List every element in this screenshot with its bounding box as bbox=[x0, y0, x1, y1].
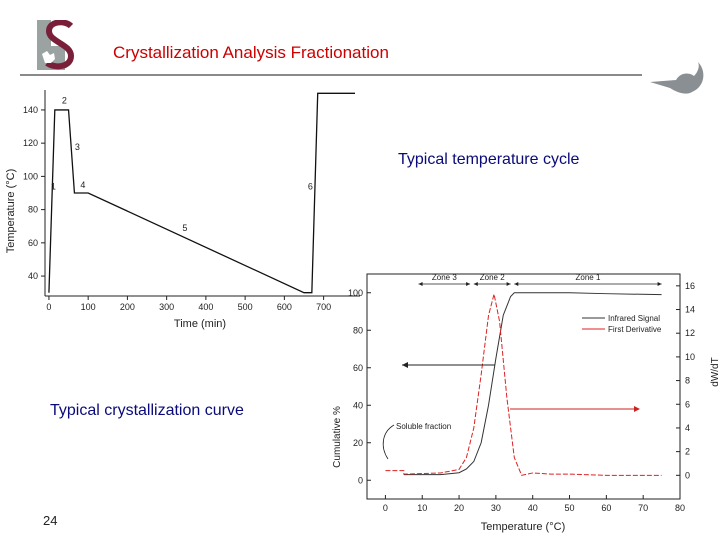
svg-text:4: 4 bbox=[80, 180, 85, 190]
left-y-axis-label: Cumulative % bbox=[332, 406, 343, 468]
svg-text:700: 700 bbox=[316, 302, 331, 312]
svg-text:70: 70 bbox=[638, 503, 648, 513]
svg-text:100: 100 bbox=[23, 171, 38, 181]
soluble-fraction-label: Soluble fraction bbox=[396, 422, 451, 431]
svg-text:40: 40 bbox=[528, 503, 538, 513]
svg-text:10: 10 bbox=[685, 352, 695, 362]
x-axis-ticks: 0 10 20 30 40 50 60 70 80 bbox=[383, 495, 685, 513]
stellenbosch-s-logo-icon bbox=[37, 19, 75, 70]
legend-infrared: Infrared Signal bbox=[608, 314, 660, 323]
crystallization-curve-chart: 0 20 40 60 80 100 0 2 4 6 8 10 12 14 16 0 10 20 30 40 50 60… bbox=[332, 273, 720, 533]
svg-text:14: 14 bbox=[685, 305, 695, 315]
y-axis-ticks: 40 60 80 100 120 140 bbox=[23, 105, 45, 281]
left-y-axis-ticks: 0 20 40 60 80 100 bbox=[348, 288, 371, 485]
y-axis-label: Temperature (°C) bbox=[5, 169, 17, 253]
zone-markers: Zone 3 Zone 2 Zone 1 bbox=[418, 273, 662, 286]
page-number: 24 bbox=[43, 513, 58, 528]
svg-text:16: 16 bbox=[685, 281, 695, 291]
svg-text:300: 300 bbox=[159, 302, 174, 312]
svg-text:60: 60 bbox=[353, 363, 363, 373]
svg-text:8: 8 bbox=[685, 376, 690, 386]
svg-text:5: 5 bbox=[182, 223, 187, 233]
title-divider bbox=[20, 74, 642, 76]
university-logo bbox=[37, 19, 79, 70]
soluble-fraction-arrow bbox=[382, 424, 395, 460]
svg-text:100: 100 bbox=[81, 302, 96, 312]
svg-text:2: 2 bbox=[62, 95, 67, 105]
svg-text:0: 0 bbox=[383, 503, 388, 513]
svg-text:80: 80 bbox=[353, 325, 363, 335]
svg-text:80: 80 bbox=[675, 503, 685, 513]
svg-text:20: 20 bbox=[454, 503, 464, 513]
svg-text:20: 20 bbox=[353, 438, 363, 448]
svg-text:0: 0 bbox=[46, 302, 51, 312]
svg-text:80: 80 bbox=[28, 205, 38, 215]
svg-text:40: 40 bbox=[353, 400, 363, 410]
svg-text:120: 120 bbox=[23, 138, 38, 148]
svg-text:1: 1 bbox=[51, 182, 56, 192]
first-derivative-line bbox=[385, 294, 662, 476]
svg-text:60: 60 bbox=[28, 238, 38, 248]
svg-text:200: 200 bbox=[120, 302, 135, 312]
svg-text:3: 3 bbox=[75, 142, 80, 152]
right-y-axis-label: dW/dT bbox=[710, 357, 720, 386]
svg-text:Zone 2: Zone 2 bbox=[480, 273, 505, 282]
slide-title: Crystallization Analysis Fractionation bbox=[113, 43, 389, 62]
svg-text:500: 500 bbox=[238, 302, 253, 312]
x-axis-label: Temperature (°C) bbox=[481, 521, 565, 533]
svg-text:6: 6 bbox=[685, 399, 690, 409]
svg-text:Zone 1: Zone 1 bbox=[575, 273, 600, 282]
svg-text:30: 30 bbox=[491, 503, 501, 513]
svg-text:0: 0 bbox=[685, 470, 690, 480]
svg-text:600: 600 bbox=[277, 302, 292, 312]
plot-frame bbox=[366, 273, 681, 500]
svg-text:Zone 3: Zone 3 bbox=[432, 273, 457, 282]
segment-labels: 1 2 3 4 5 6 bbox=[51, 95, 313, 233]
svg-text:60: 60 bbox=[601, 503, 611, 513]
legend-derivative: First Derivative bbox=[608, 325, 662, 334]
svg-text:40: 40 bbox=[28, 271, 38, 281]
svg-text:12: 12 bbox=[685, 328, 695, 338]
right-y-axis-ticks: 0 2 4 6 8 10 12 14 16 bbox=[676, 281, 695, 480]
svg-text:0: 0 bbox=[358, 475, 363, 485]
x-axis-label: Time (min) bbox=[174, 318, 226, 330]
caption-temperature-cycle: Typical temperature cycle bbox=[398, 151, 580, 168]
x-axis-ticks: 0 100 200 300 400 500 600 700 bbox=[46, 296, 331, 312]
svg-text:400: 400 bbox=[198, 302, 213, 312]
svg-text:140: 140 bbox=[23, 105, 38, 115]
temperature-cycle-chart: 40 60 80 100 120 140 0 100 200 300 400 500 600 700 1… bbox=[5, 90, 360, 330]
svg-text:6: 6 bbox=[308, 182, 313, 192]
svg-text:10: 10 bbox=[417, 503, 427, 513]
legend: Infrared Signal First Derivative bbox=[582, 314, 662, 334]
caption-crystallization-curve: Typical crystallization curve bbox=[50, 402, 244, 419]
infrared-signal-line bbox=[403, 292, 662, 476]
temperature-line bbox=[48, 92, 355, 294]
svg-text:100: 100 bbox=[348, 288, 363, 298]
svg-text:2: 2 bbox=[685, 447, 690, 457]
svg-text:50: 50 bbox=[565, 503, 575, 513]
svg-text:4: 4 bbox=[685, 423, 690, 433]
leaf-swoosh-icon bbox=[648, 62, 708, 107]
